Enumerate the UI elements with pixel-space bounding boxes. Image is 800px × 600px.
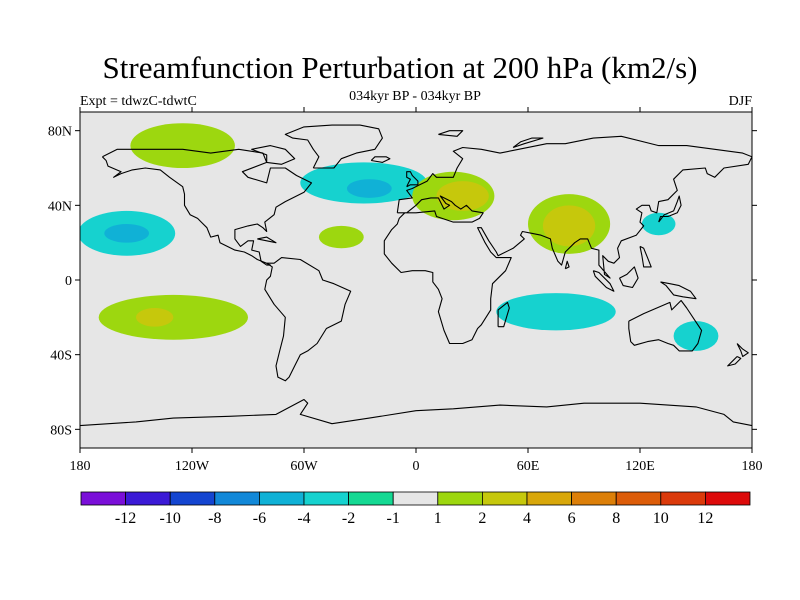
colorbar-swatch xyxy=(125,491,171,506)
coastline-layer xyxy=(80,124,752,427)
coastline-borneo xyxy=(619,266,639,289)
lat-tick-label: 80S xyxy=(50,423,72,438)
experiment-label: Expt = tdwzC-tdwtC xyxy=(80,94,197,109)
anomaly-south-pacific-ridge-core xyxy=(136,308,174,327)
lon-tick-label: 180 xyxy=(742,459,763,474)
coastline-cuba xyxy=(257,236,277,244)
colorbar-label: 4 xyxy=(523,510,531,527)
colorbar-swatch xyxy=(481,491,528,506)
chart-title: Streamfunction Perturbation at 200 hPa (… xyxy=(102,50,698,85)
colorbar-label: -6 xyxy=(253,510,266,527)
colorbar-swatch xyxy=(615,491,662,506)
anomaly-south-pacific-ridge xyxy=(98,294,249,340)
coastline-japan xyxy=(658,195,682,223)
lon-tick-label: 120E xyxy=(625,459,655,474)
colorbar-swatch xyxy=(169,491,216,506)
colorbar-swatch xyxy=(258,491,305,506)
anomaly-layer xyxy=(80,123,719,351)
colorbar-label: -4 xyxy=(297,510,310,527)
coastline-uk xyxy=(406,171,419,188)
coastline-australia xyxy=(628,299,703,352)
anomaly-asia-ridge-core xyxy=(542,205,596,247)
colorbar-label: -1 xyxy=(387,510,400,527)
coastline-sumatra xyxy=(592,270,615,292)
coastline-antarctica xyxy=(80,398,752,427)
colorbar-swatch xyxy=(303,491,349,506)
lat-tick-label: 80N xyxy=(48,125,72,140)
colorbar: -12 -10 -8 -6 -4 -2 -1 1 2 4 6 8 10 12 xyxy=(80,491,751,527)
coastline-greenland xyxy=(284,124,383,169)
colorbar-label: 8 xyxy=(612,510,620,527)
colorbar-label: 2 xyxy=(478,510,486,527)
lon-tick-label: 60W xyxy=(290,459,318,474)
anomaly-east-pacific-trough-core xyxy=(104,224,150,243)
anomaly-north-atlantic-trough-core xyxy=(346,179,392,198)
coastline-north-america xyxy=(102,148,313,266)
colorbar-swatch xyxy=(80,491,126,506)
chart-subtitle: 034kyr BP - 034kyr BP xyxy=(349,89,481,104)
colorbar-label: -12 xyxy=(115,510,136,527)
colorbar-swatch xyxy=(348,491,394,506)
map-background xyxy=(80,112,752,448)
coastline-south-america xyxy=(264,257,352,382)
colorbar-swatch xyxy=(705,491,751,506)
coastline-svalbard xyxy=(438,130,464,137)
colorbar-label: -10 xyxy=(160,510,181,527)
lon-tick-label: 120W xyxy=(175,459,210,474)
lat-tick-label: 0 xyxy=(65,274,72,289)
colorbar-swatch xyxy=(571,491,617,506)
season-label: DJF xyxy=(728,94,752,109)
coastline-baffin xyxy=(251,145,296,165)
colorbar-swatch xyxy=(214,491,260,506)
colorbar-swatch xyxy=(526,491,572,506)
colorbar-label: 10 xyxy=(653,510,669,527)
anomaly-australia-trough xyxy=(673,321,719,351)
lon-tick-label: 180 xyxy=(70,459,91,474)
colorbar-label: 12 xyxy=(697,510,713,527)
axis-ticks: 80N 40N 0 40S 80S 180 120W 60W 0 60E 120E 180 xyxy=(48,107,763,474)
colorbar-swatch xyxy=(660,491,706,506)
colorbar-label: -8 xyxy=(208,510,221,527)
coastline-new-zealand-south xyxy=(727,356,742,367)
colorbar-swatch xyxy=(437,491,483,506)
coastline-madagascar xyxy=(497,301,510,328)
coastline-iceland xyxy=(370,156,391,163)
lat-tick-label: 40S xyxy=(50,349,72,364)
coastline-eurasia-africa xyxy=(383,135,752,345)
coastline-philippines xyxy=(639,245,652,268)
anomaly-north-america-ridge xyxy=(130,123,235,168)
coastline-new-guinea xyxy=(660,281,697,300)
colorbar-swatch xyxy=(392,491,439,506)
coastline-novaya-zemlya xyxy=(512,137,544,149)
anomaly-indian-ocean-trough xyxy=(496,293,616,331)
anomaly-japan-trough xyxy=(641,212,676,236)
anomaly-tropical-atlantic-ridge xyxy=(318,225,364,249)
lat-tick-label: 40N xyxy=(48,199,72,214)
lon-tick-label: 60E xyxy=(517,459,540,474)
colorbar-label: 6 xyxy=(568,510,576,527)
coastline-sri-lanka xyxy=(564,260,570,270)
colorbar-label: -2 xyxy=(342,510,355,527)
coastline-new-zealand xyxy=(736,343,749,358)
colorbar-label: 1 xyxy=(434,510,442,527)
lon-tick-label: 0 xyxy=(413,459,420,474)
anomaly-europe-ridge-core xyxy=(436,181,489,211)
